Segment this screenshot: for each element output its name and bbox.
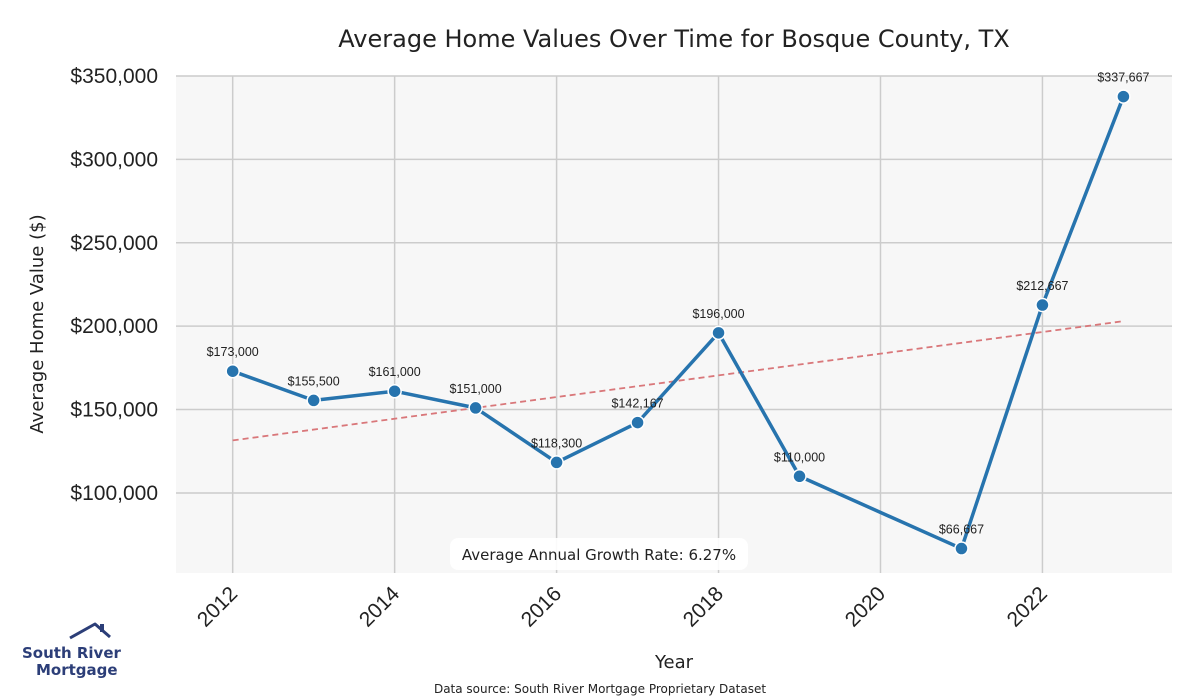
data-point — [549, 455, 564, 470]
company-logo: South River Mortgage — [22, 622, 122, 679]
data-source-note: Data source: South River Mortgage Propri… — [434, 682, 766, 696]
data-point — [225, 363, 240, 379]
data-point — [1116, 89, 1131, 104]
y-axis-label: Average Home Value ($) — [27, 214, 48, 433]
x-tick-label: 2018 — [679, 582, 728, 631]
y-tick-label: $250,000 — [70, 232, 158, 255]
growth-rate-box — [450, 538, 748, 570]
data-label: $173,000 — [207, 345, 259, 359]
house-roof-icon — [69, 622, 111, 640]
data-point — [630, 415, 645, 430]
data-point — [306, 393, 321, 408]
x-tick-label: 2022 — [1003, 582, 1052, 631]
y-tick-label: $350,000 — [70, 65, 158, 88]
y-tick-label: $300,000 — [70, 148, 158, 171]
plot-background — [176, 76, 1172, 573]
data-label: $196,000 — [692, 307, 744, 321]
x-tick-label: 2014 — [355, 582, 405, 632]
x-tick-label: 2012 — [193, 582, 242, 631]
data-label: $155,500 — [288, 374, 340, 388]
data-label: $161,000 — [369, 365, 421, 379]
chart-title: Average Home Values Over Time for Bosque… — [338, 25, 1009, 53]
x-axis-label: Year — [654, 652, 694, 673]
grid-lines — [176, 75, 1172, 573]
data-series: $173,000 $155,500 $161,000 $151,000 $118,300… — [207, 71, 1150, 556]
data-point — [387, 383, 402, 399]
y-tick-label: $100,000 — [70, 482, 158, 505]
x-tick-label: 2016 — [517, 582, 566, 631]
data-label: $66,667 — [939, 523, 984, 537]
data-point — [468, 400, 483, 416]
data-label: $110,000 — [774, 450, 825, 464]
data-label: $212,667 — [1016, 279, 1068, 293]
data-point — [954, 541, 969, 556]
data-point — [711, 325, 726, 341]
logo-line-1: South River — [22, 644, 122, 662]
y-axis-ticks: $100,000 $150,000 $200,000 $250,000 $300,000… — [70, 65, 158, 505]
growth-rate-text: Average Annual Growth Rate: 6.27% — [462, 546, 736, 564]
logo-line-2: Mortgage — [36, 661, 118, 679]
data-point — [792, 469, 807, 484]
data-label: $151,000 — [450, 382, 502, 396]
x-tick-label: 2020 — [841, 582, 890, 631]
y-tick-label: $150,000 — [70, 399, 158, 422]
data-label: $142,167 — [611, 397, 663, 411]
y-tick-label: $200,000 — [70, 315, 158, 338]
data-label: $118,300 — [531, 436, 582, 450]
data-point — [1035, 297, 1050, 313]
data-label: $337,667 — [1097, 71, 1149, 85]
growth-rate-annotation: Average Annual Growth Rate: 6.27% — [450, 538, 748, 570]
x-axis-ticks: 2012 2014 2016 2018 2020 2022 — [193, 582, 1052, 632]
